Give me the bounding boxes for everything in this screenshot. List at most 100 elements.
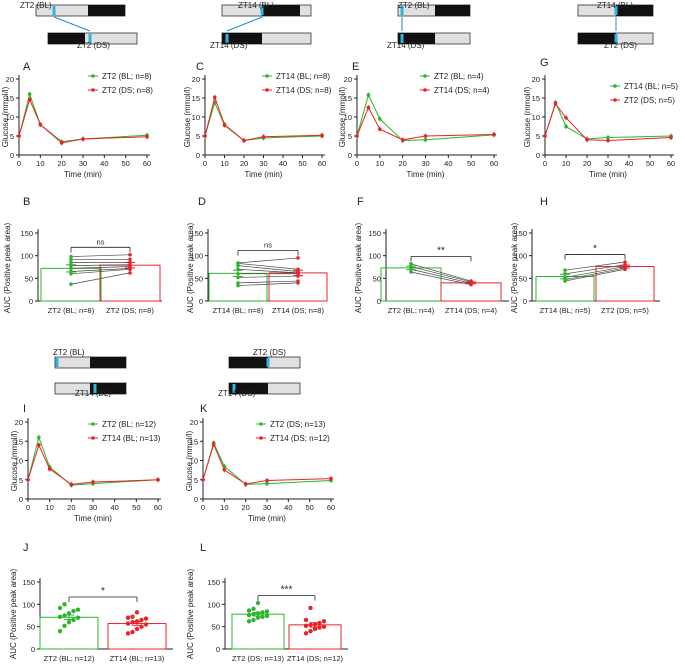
data-point bbox=[606, 135, 610, 140]
x-tick-label: 10 bbox=[376, 159, 384, 168]
data-point bbox=[329, 476, 333, 481]
series-line bbox=[27, 443, 159, 485]
series-line bbox=[202, 442, 332, 485]
chart-K: K 0 5 10 15 20 0 10 20 30 40 50 60 Time (min) Glucose … bbox=[185, 403, 335, 523]
x-tick-label: 60 bbox=[490, 159, 498, 168]
data-point bbox=[246, 619, 252, 624]
series-line bbox=[544, 101, 672, 140]
schematic-top-label: ZT2 (BL) bbox=[53, 348, 85, 357]
data-point bbox=[355, 134, 359, 138]
y-tick-label: 50 bbox=[212, 623, 220, 632]
legend-label: ZT14 (DS; n=8) bbox=[276, 86, 332, 95]
data-point bbox=[212, 95, 217, 100]
data-point bbox=[125, 615, 131, 620]
data-point bbox=[128, 257, 132, 262]
x-tick-label: 60 bbox=[318, 159, 326, 168]
data-point bbox=[211, 442, 216, 447]
data-point bbox=[409, 270, 413, 274]
data-point bbox=[69, 260, 73, 265]
legend-marker bbox=[91, 436, 95, 440]
x-category-label: ZT14 (DS; n=12) bbox=[287, 654, 344, 663]
y-axis-title: Glucose (mmol/l) bbox=[523, 86, 532, 147]
data-point bbox=[236, 275, 240, 280]
data-point bbox=[563, 268, 567, 272]
paired-line bbox=[410, 263, 472, 282]
schematic-3: ZT2 (BL) ZT14 (DS) bbox=[387, 1, 471, 50]
legend-label: ZT14 (BL; n=5) bbox=[624, 82, 678, 91]
data-point bbox=[409, 262, 413, 266]
data-point bbox=[296, 256, 300, 260]
data-point bbox=[669, 135, 673, 140]
data-point bbox=[130, 614, 135, 620]
data-point bbox=[66, 620, 72, 625]
data-point bbox=[469, 279, 473, 283]
y-tick-label: 5 bbox=[19, 476, 23, 485]
x-category-label: ZT2 (DS; n=8) bbox=[106, 306, 154, 315]
legend-marker bbox=[91, 88, 95, 92]
shift-arrow bbox=[53, 16, 91, 32]
y-tick-label: 15 bbox=[192, 94, 200, 103]
schematic-5: ZT2 (BL) ZT14 (BL) bbox=[53, 348, 127, 398]
y-tick-label: 20 bbox=[15, 418, 23, 427]
x-category-label: ZT2 (DS; n=13) bbox=[232, 654, 284, 663]
y-tick-label: 100 bbox=[20, 252, 33, 261]
legend-label: ZT2 (BL; n=4) bbox=[434, 72, 484, 81]
paired-line bbox=[70, 272, 131, 285]
data-point bbox=[57, 614, 63, 620]
data-point bbox=[203, 134, 207, 138]
schematic-top-label: ZT14 (BL) bbox=[238, 1, 274, 10]
x-axis-title: Time (min) bbox=[248, 514, 286, 523]
timepoint-marker-bottom bbox=[400, 34, 404, 43]
y-axis-title: Glucose (mmol/l) bbox=[1, 86, 10, 147]
schematic-bottom-label: ZT14 (BL) bbox=[75, 389, 111, 398]
y-tick-label: 100 bbox=[190, 252, 203, 261]
schematic-top-label: ZT14 (BL) bbox=[597, 1, 633, 10]
y-tick-label: 0 bbox=[196, 151, 200, 160]
data-point bbox=[423, 134, 428, 138]
panel-label: G bbox=[540, 57, 549, 69]
data-point bbox=[37, 435, 41, 440]
paired-line bbox=[564, 261, 626, 271]
y-tick-label: 100 bbox=[368, 252, 381, 261]
y-tick-label: 10 bbox=[6, 113, 14, 122]
y-tick-label: 5 bbox=[536, 132, 540, 141]
chart-C: C 0 5 10 15 20 0 10 20 30 40 50 60 Time (min) Glucose … bbox=[183, 61, 332, 179]
legend-marker bbox=[259, 436, 263, 440]
data-point bbox=[128, 252, 132, 257]
x-category-label: ZT14 (DS; n=4) bbox=[445, 306, 497, 315]
data-point bbox=[563, 275, 567, 280]
data-point bbox=[296, 267, 300, 272]
data-point bbox=[71, 617, 76, 623]
y-tick-label: 10 bbox=[190, 457, 198, 466]
legend-marker bbox=[613, 98, 617, 102]
y-tick-label: 0 bbox=[377, 297, 381, 306]
x-tick-label: 50 bbox=[467, 159, 475, 168]
y-tick-label: 0 bbox=[31, 645, 35, 654]
y-tick-label: 0 bbox=[348, 151, 352, 160]
data-point bbox=[246, 612, 252, 618]
data-point bbox=[303, 617, 309, 623]
x-tick-label: 50 bbox=[646, 159, 654, 168]
panel-label: C bbox=[196, 61, 204, 73]
data-point bbox=[312, 626, 318, 632]
legend-marker bbox=[613, 84, 617, 88]
y-axis-title: AUC (Positive peak area) bbox=[510, 223, 519, 314]
data-point bbox=[62, 613, 67, 618]
data-point bbox=[125, 621, 131, 626]
dark-phase-top bbox=[90, 357, 126, 368]
series-line bbox=[544, 102, 672, 142]
data-point bbox=[564, 115, 568, 120]
x-tick-label: 20 bbox=[67, 503, 75, 512]
data-point bbox=[246, 608, 252, 613]
x-tick-label: 50 bbox=[132, 503, 140, 512]
data-point bbox=[145, 134, 149, 139]
data-point bbox=[156, 477, 160, 482]
y-tick-label: 150 bbox=[207, 578, 220, 587]
x-tick-label: 30 bbox=[604, 159, 612, 168]
data-point bbox=[128, 271, 132, 275]
timepoint-marker-top bbox=[55, 358, 59, 367]
schematic-top-label: ZT2 (DS) bbox=[253, 348, 286, 357]
data-point bbox=[236, 283, 240, 288]
timepoint-marker-top bbox=[52, 6, 56, 15]
